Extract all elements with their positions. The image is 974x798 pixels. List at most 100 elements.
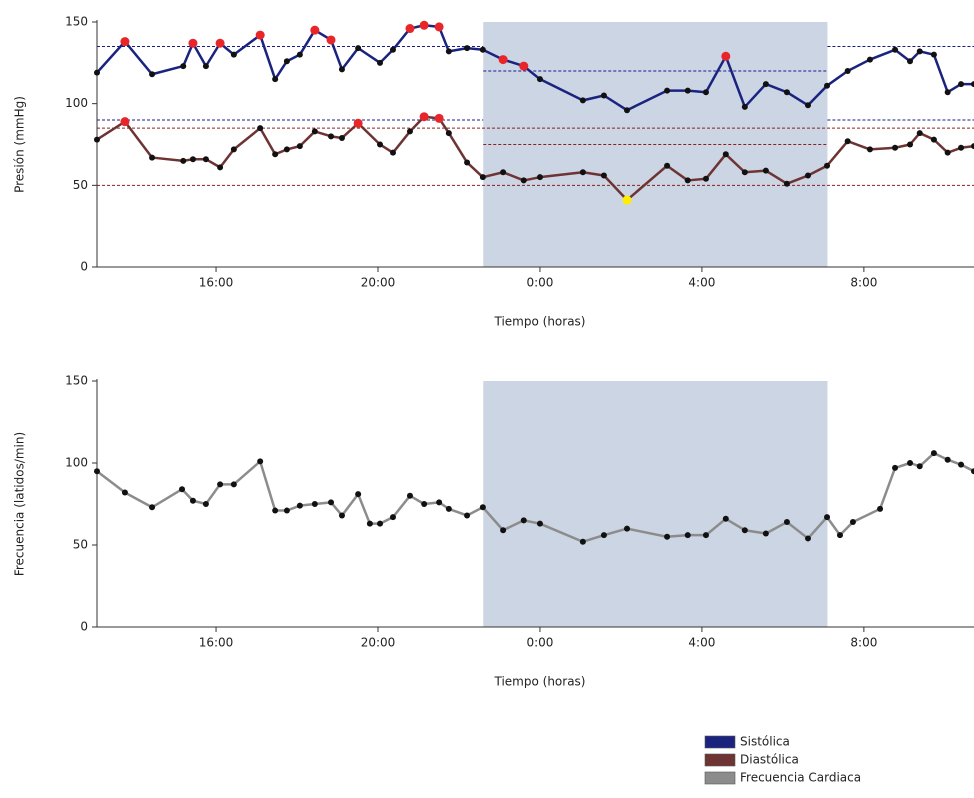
data-point	[824, 82, 831, 89]
data-point	[389, 46, 396, 53]
series-line	[96, 451, 974, 543]
data-point	[180, 157, 187, 164]
data-point	[296, 502, 303, 509]
data-point	[907, 141, 914, 148]
data-point	[436, 499, 443, 506]
y-tick-label: 50	[73, 538, 88, 552]
data-point	[230, 146, 237, 153]
data-point	[702, 532, 709, 539]
data-point	[149, 154, 156, 161]
data-point	[579, 97, 586, 104]
data-point	[702, 89, 709, 96]
data-point	[849, 519, 856, 526]
y-tick-label: 100	[65, 96, 88, 110]
data-point	[353, 118, 363, 128]
data-point	[366, 520, 373, 527]
data-point	[741, 169, 748, 176]
data-point	[445, 48, 452, 55]
data-point	[217, 481, 224, 488]
data-point	[310, 25, 320, 35]
legend-swatch	[704, 735, 736, 749]
data-point	[741, 527, 748, 534]
x-tick-label: 20:00	[361, 636, 396, 650]
data-point	[722, 515, 729, 522]
data-point	[892, 464, 899, 471]
data-point	[907, 58, 914, 65]
data-point	[579, 538, 586, 545]
data-point	[445, 505, 452, 512]
series-line	[96, 24, 974, 112]
x-tick-label: 20:00	[361, 276, 396, 290]
data-point	[824, 514, 831, 521]
data-point	[326, 35, 336, 45]
data-point	[741, 103, 748, 110]
data-point	[419, 20, 429, 30]
data-point	[405, 24, 415, 34]
y-tick-label: 150	[65, 374, 88, 388]
data-point	[958, 461, 965, 468]
data-point	[958, 81, 965, 88]
data-point	[389, 514, 396, 521]
data-point	[120, 37, 130, 47]
data-point	[202, 501, 209, 507]
data-point	[783, 519, 790, 526]
data-point	[866, 146, 873, 153]
data-point	[283, 146, 290, 153]
data-point	[783, 89, 790, 96]
data-point	[824, 162, 831, 169]
data-point	[189, 497, 196, 504]
data-point	[600, 532, 607, 539]
y-tick-label: 100	[65, 456, 88, 470]
data-point	[377, 520, 384, 527]
data-point	[421, 501, 428, 507]
data-point	[762, 167, 769, 174]
data-point	[202, 156, 209, 163]
data-point	[406, 128, 413, 135]
data-point	[215, 38, 225, 48]
data-point	[664, 87, 671, 94]
data-point	[804, 102, 811, 109]
data-point	[296, 51, 303, 58]
y-tick-label: 0	[80, 620, 88, 634]
data-point	[121, 489, 128, 496]
y-tick-label: 150	[65, 15, 88, 29]
data-point	[217, 164, 224, 171]
data-point	[377, 141, 384, 148]
data-point	[479, 174, 486, 181]
data-point	[180, 63, 187, 70]
data-point	[406, 492, 413, 499]
data-point	[338, 66, 345, 73]
data-point	[464, 512, 471, 519]
data-point	[179, 486, 186, 493]
data-point	[971, 468, 974, 475]
data-point	[464, 159, 471, 166]
data-point	[434, 113, 444, 123]
data-point	[355, 45, 362, 52]
data-point	[944, 149, 951, 156]
data-point	[892, 144, 899, 151]
data-point	[971, 81, 974, 88]
x-tick-label: 0:00	[526, 636, 553, 650]
data-point	[94, 468, 100, 475]
data-point	[338, 134, 345, 141]
data-point	[520, 177, 527, 184]
data-point	[804, 172, 811, 179]
x-tick-label: 8:00	[850, 276, 877, 290]
data-point	[202, 63, 209, 70]
data-point	[971, 143, 974, 150]
x-tick-label: 4:00	[688, 276, 715, 290]
x-tick-label: 16:00	[199, 636, 234, 650]
y-tick-label: 50	[73, 178, 88, 192]
data-point	[149, 71, 156, 78]
data-point	[257, 458, 264, 465]
data-point	[916, 463, 923, 470]
y-tick-label: 0	[80, 260, 88, 274]
data-point	[684, 87, 691, 94]
data-point	[624, 525, 631, 532]
x-tick-label: 0:00	[526, 276, 553, 290]
data-point	[536, 76, 543, 83]
data-point	[283, 507, 290, 514]
data-point	[624, 107, 631, 114]
data-point	[464, 45, 471, 52]
data-point	[272, 507, 279, 514]
